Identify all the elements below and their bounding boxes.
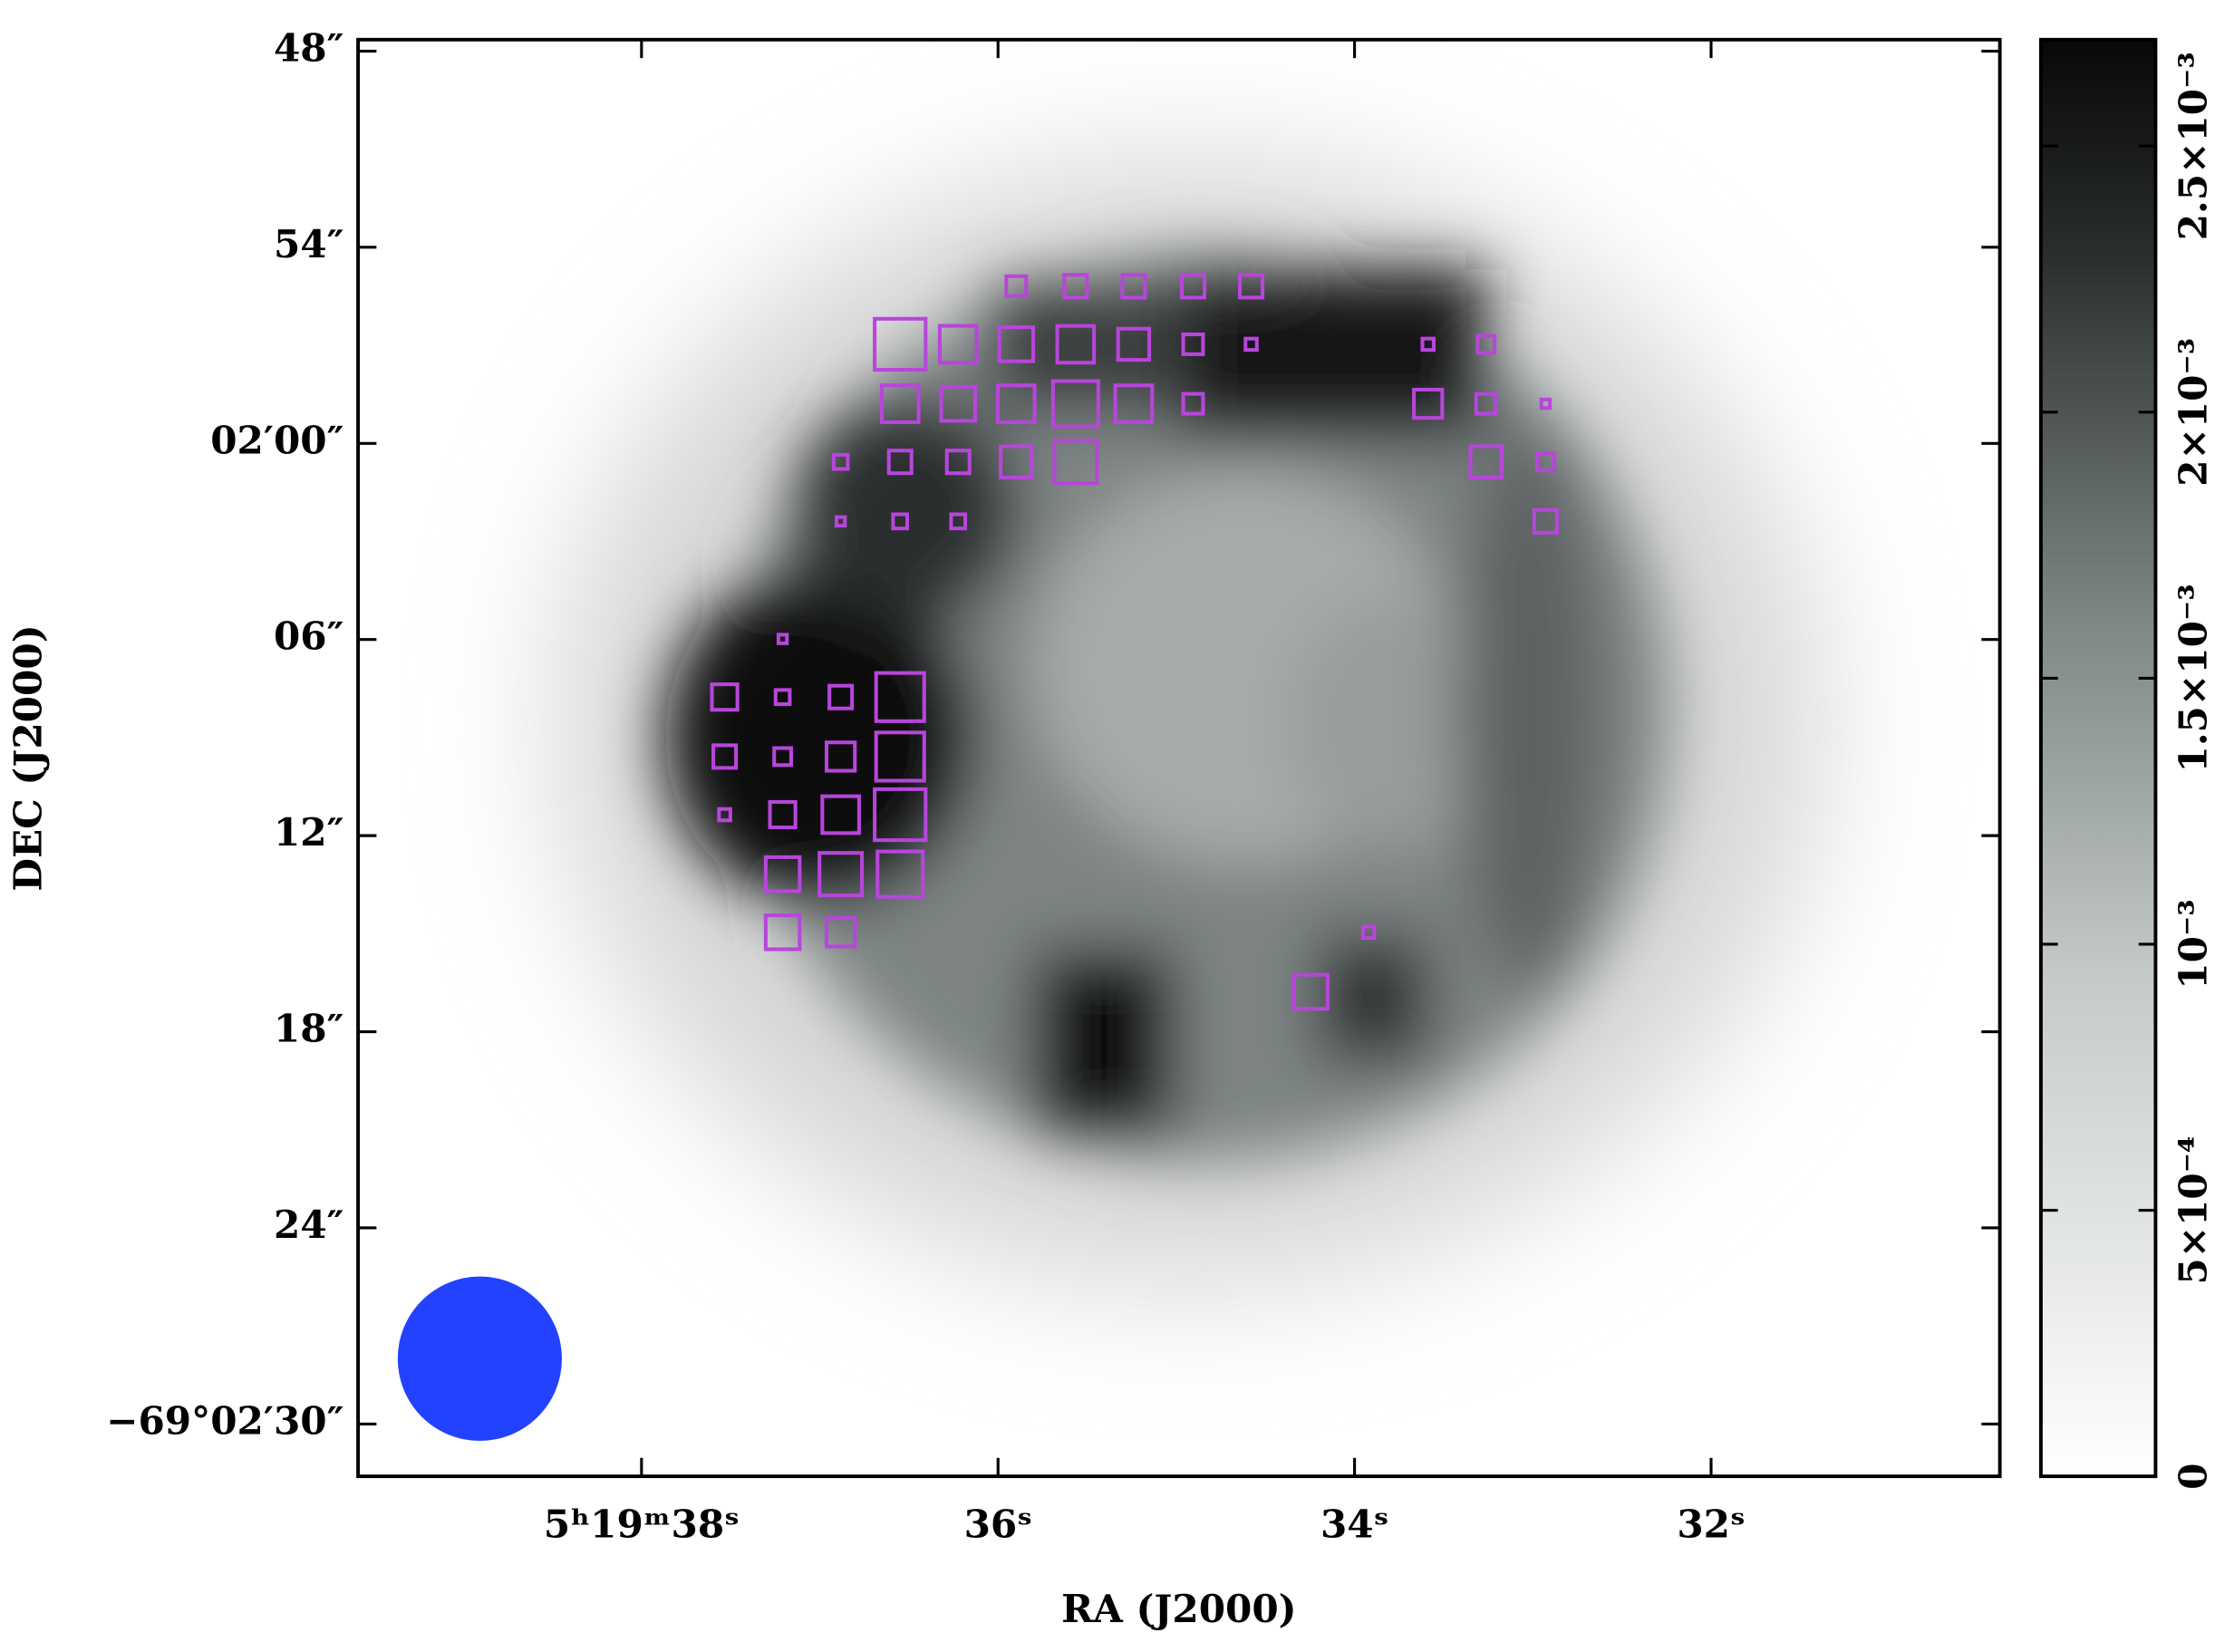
colorbar-tick-label: 1.5×10⁻³ (2171, 584, 2215, 772)
y-tick-label: 06″ (274, 613, 343, 659)
x-axis-label: RA (J2000) (1061, 1586, 1297, 1631)
x-tick-label: 36ˢ (964, 1501, 1032, 1546)
square (1420, 336, 1436, 353)
square (1004, 274, 1029, 298)
square (773, 688, 792, 707)
square (824, 916, 857, 949)
square (1179, 273, 1207, 300)
square (1475, 333, 1497, 355)
square (1116, 326, 1152, 362)
square (831, 452, 850, 471)
colorbar (2040, 39, 2156, 1477)
y-tick-label: 48″ (274, 24, 343, 70)
square (1055, 324, 1097, 365)
intensity-image (358, 39, 2000, 1477)
square (949, 512, 968, 531)
square (768, 799, 798, 830)
square (879, 383, 921, 424)
square (1360, 924, 1377, 941)
square (1474, 391, 1498, 416)
square (1113, 383, 1155, 424)
y-tick-label: −69°02′30″ (106, 1397, 343, 1443)
colorbar-tick-label: 10⁻³ (2171, 899, 2215, 989)
square (763, 855, 802, 894)
square (1237, 273, 1265, 300)
colorbar-tick-label: 0 (2171, 1463, 2215, 1489)
square (937, 324, 979, 365)
square (874, 730, 926, 783)
square (873, 316, 928, 372)
x-tick-label: 34ˢ (1320, 1501, 1388, 1546)
square (1120, 273, 1147, 300)
colorbar-frame (2038, 37, 2158, 1479)
square (997, 325, 1036, 363)
colorbar-tick-label: 2.5×10⁻³ (2171, 52, 2215, 240)
y-tick-label: 18″ (274, 1006, 343, 1051)
square (710, 682, 740, 712)
square (874, 671, 926, 723)
square (776, 633, 789, 645)
square (1539, 397, 1552, 411)
square (820, 794, 861, 836)
square (1534, 451, 1556, 473)
square (1181, 332, 1205, 356)
square (886, 449, 914, 476)
y-tick-label: 54″ (274, 221, 343, 266)
square (817, 851, 865, 898)
square (827, 683, 855, 710)
square (1052, 439, 1099, 486)
square (873, 787, 928, 843)
square (891, 512, 910, 531)
square (995, 383, 1037, 424)
square (875, 849, 925, 899)
y-tick-label: 12″ (274, 809, 343, 855)
square (1468, 444, 1504, 479)
plot-frame (356, 37, 2002, 1479)
square (824, 740, 857, 773)
square (763, 913, 802, 952)
square (1412, 387, 1445, 420)
y-tick-label: 24″ (274, 1202, 343, 1247)
square (999, 444, 1034, 479)
y-axis-label: DEC (J2000) (5, 624, 50, 891)
beam (397, 1276, 562, 1442)
square (834, 515, 847, 528)
square (1050, 379, 1100, 429)
square (1181, 391, 1205, 416)
colorbar-tick-label: 5×10⁻⁴ (2171, 1135, 2215, 1284)
square (944, 449, 972, 476)
square (939, 384, 978, 423)
x-tick-label: 5ʰ19ᵐ38ˢ (544, 1501, 740, 1546)
square (717, 807, 732, 823)
polarization-squares (710, 273, 1559, 1011)
square (1532, 507, 1559, 535)
square (772, 746, 793, 768)
square (1291, 972, 1330, 1011)
y-tick-label: 02′00″ (210, 417, 343, 462)
colorbar-tick-label: 2×10⁻³ (2171, 338, 2215, 487)
x-tick-label: 32ˢ (1677, 1501, 1745, 1546)
square (1062, 273, 1089, 300)
square (711, 743, 739, 770)
square (1243, 336, 1259, 353)
